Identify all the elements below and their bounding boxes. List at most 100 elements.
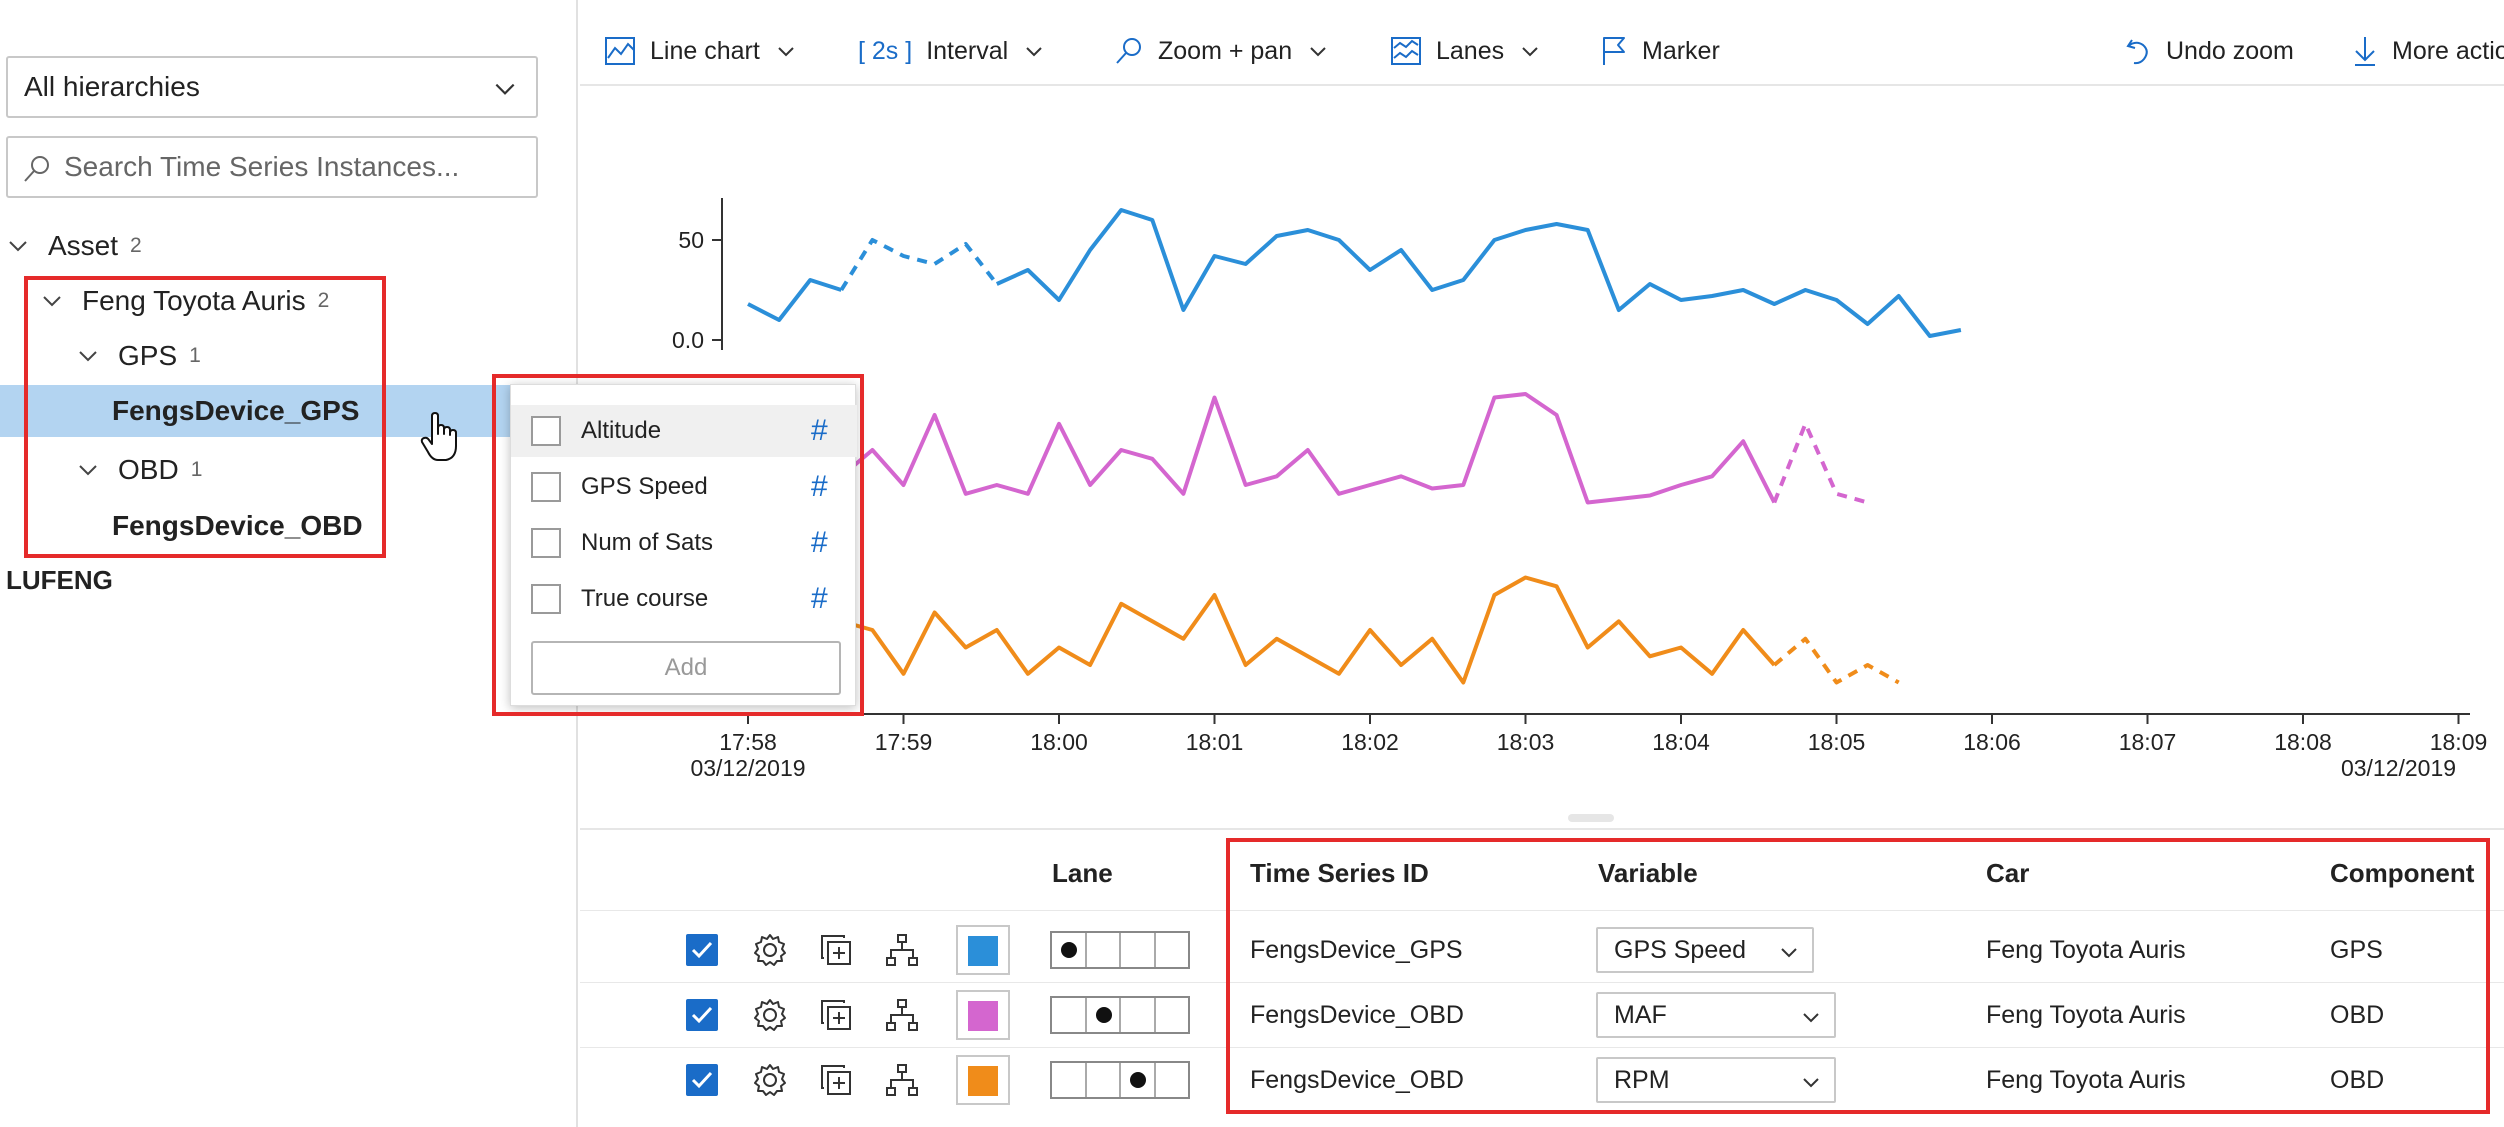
gear-icon[interactable]: [752, 997, 788, 1033]
interval-button[interactable]: [ 2s ] Interval: [858, 32, 1044, 70]
hierarchy-icon[interactable]: [884, 1062, 920, 1098]
tree-node-count: 1: [190, 458, 203, 481]
tree-instance-gps-device[interactable]: FengsDevice_GPS: [112, 385, 359, 437]
lanes-label: Lanes: [1436, 36, 1505, 65]
numeric-type-icon: #: [811, 470, 828, 503]
series-color-picker[interactable]: [956, 1055, 1010, 1105]
lane-option[interactable]: [1087, 998, 1121, 1032]
flyout-item-altitude[interactable]: Altitude #: [511, 405, 857, 457]
lane-option[interactable]: [1121, 1063, 1156, 1097]
lane-option[interactable]: [1156, 1063, 1189, 1097]
resize-handle[interactable]: [1568, 814, 1614, 822]
column-header-tsid: Time Series ID: [1250, 858, 1429, 888]
lane-option[interactable]: [1121, 933, 1156, 967]
undo-zoom-button[interactable]: Undo zoom: [2124, 32, 2294, 70]
lane-option[interactable]: [1156, 933, 1189, 967]
lane-option[interactable]: [1052, 1063, 1087, 1097]
tree-node-gps[interactable]: GPS 1: [76, 330, 201, 382]
more-actions-button[interactable]: More actions: [2352, 32, 2504, 70]
series-visible-checkbox[interactable]: [686, 1064, 718, 1096]
line-chart-icon: [605, 37, 635, 65]
divider: [580, 910, 2504, 911]
series-line-2: [746, 392, 1777, 505]
series-color-picker[interactable]: [956, 925, 1010, 975]
line-chart[interactable]: 17:58 17:59 18:00 18:01 18:02 18:03 18:04 18:05…: [580, 90, 2504, 820]
chart-canvas: 17:58 17:59 18:00 18:01 18:02 18:03 18:04 18:05…: [672, 198, 2487, 781]
lane-option[interactable]: [1087, 933, 1121, 967]
variable-dropdown-value: MAF: [1614, 1000, 1667, 1029]
lane-dot-icon: [1061, 942, 1077, 958]
tree-node-label: Asset: [48, 230, 119, 261]
hand-cursor-icon: [420, 412, 457, 461]
series-table: Lane Time Series ID Variable Car Compone…: [580, 828, 2504, 1127]
y-tick-label: 50: [678, 227, 704, 253]
lane-option[interactable]: [1156, 998, 1189, 1032]
series-visible-checkbox[interactable]: [686, 934, 718, 966]
checkbox[interactable]: [531, 472, 561, 502]
hierarchy-dropdown[interactable]: All hierarchies: [6, 56, 538, 118]
cell-car: Feng Toyota Auris: [1986, 1065, 2186, 1094]
search-input[interactable]: [64, 151, 536, 183]
series-line-2: [1772, 421, 1869, 505]
cell-car: Feng Toyota Auris: [1986, 1000, 2186, 1029]
lane-option[interactable]: [1087, 1063, 1121, 1097]
checkbox[interactable]: [531, 416, 561, 446]
lane-option[interactable]: [1121, 998, 1156, 1032]
x-tick-label: 18:03: [1497, 729, 1555, 755]
add-button[interactable]: Add: [531, 641, 841, 695]
variable-dropdown[interactable]: MAF: [1596, 992, 1836, 1038]
variable-dropdown[interactable]: GPS Speed: [1596, 927, 1814, 973]
tree-node-obd[interactable]: OBD 1: [76, 444, 202, 496]
x-date-label-end: 03/12/2019: [2341, 755, 2456, 781]
zoom-pan-button[interactable]: Zoom + pan: [1114, 32, 1328, 70]
cell-component: GPS: [2330, 935, 2383, 964]
lane-dot-icon: [1130, 1072, 1146, 1088]
gear-icon[interactable]: [752, 1062, 788, 1098]
lane-selector[interactable]: [1050, 931, 1190, 969]
chart-type-label: Line chart: [650, 36, 760, 65]
check-icon: [691, 941, 713, 959]
check-icon: [691, 1071, 713, 1089]
flyout-item-true-course[interactable]: True course #: [511, 573, 857, 625]
duplicate-icon[interactable]: [818, 932, 854, 968]
tree-node-label: OBD: [118, 454, 179, 485]
lane-selector[interactable]: [1050, 1061, 1190, 1099]
divider: [580, 982, 2504, 983]
tree-instance-obd-device[interactable]: FengsDevice_OBD: [112, 500, 363, 552]
flyout-item-label: GPS Speed: [581, 473, 708, 500]
tree-node-car[interactable]: Feng Toyota Auris 2: [40, 275, 329, 327]
variable-dropdown[interactable]: RPM: [1596, 1057, 1836, 1103]
duplicate-icon[interactable]: [818, 1062, 854, 1098]
x-date-label-start: 03/12/2019: [690, 755, 805, 781]
flyout-item-gps-speed[interactable]: GPS Speed #: [511, 461, 857, 513]
x-tick-label: 18:00: [1030, 729, 1088, 755]
lanes-button[interactable]: Lanes: [1390, 32, 1540, 70]
series-visible-checkbox[interactable]: [686, 999, 718, 1031]
hierarchy-panel: All hierarchies Asset 2 Feng Toyota Auri…: [0, 0, 578, 1127]
lane-option[interactable]: [1052, 998, 1087, 1032]
tree-node-asset[interactable]: Asset 2: [6, 220, 142, 272]
flyout-item-num-of-sats[interactable]: Num of Sats #: [511, 517, 857, 569]
tree-instance-label: FengsDevice_GPS: [112, 395, 360, 426]
chevron-down-icon: [1803, 1013, 1819, 1023]
gear-icon[interactable]: [752, 932, 788, 968]
lane-option[interactable]: [1052, 933, 1087, 967]
column-header-car: Car: [1986, 858, 2030, 888]
lanes-icon: [1391, 37, 1421, 65]
hierarchy-icon[interactable]: [884, 997, 920, 1033]
lane-selector[interactable]: [1050, 996, 1190, 1034]
series-line-1: [995, 208, 1962, 338]
hierarchy-icon[interactable]: [884, 932, 920, 968]
checkbox[interactable]: [531, 528, 561, 558]
chevron-down-icon: [43, 296, 61, 307]
series-color-picker[interactable]: [956, 990, 1010, 1040]
numeric-type-icon: #: [811, 414, 828, 447]
interval-value: [ 2s ]: [858, 36, 913, 65]
chevron-down-icon: [778, 47, 794, 57]
checkbox[interactable]: [531, 584, 561, 614]
marker-button[interactable]: Marker: [1600, 32, 1720, 70]
duplicate-icon[interactable]: [818, 997, 854, 1033]
x-tick-label: 18:04: [1652, 729, 1710, 755]
tree-node-lufeng[interactable]: LUFENG: [6, 564, 113, 595]
chart-type-button[interactable]: Line chart: [604, 32, 796, 70]
